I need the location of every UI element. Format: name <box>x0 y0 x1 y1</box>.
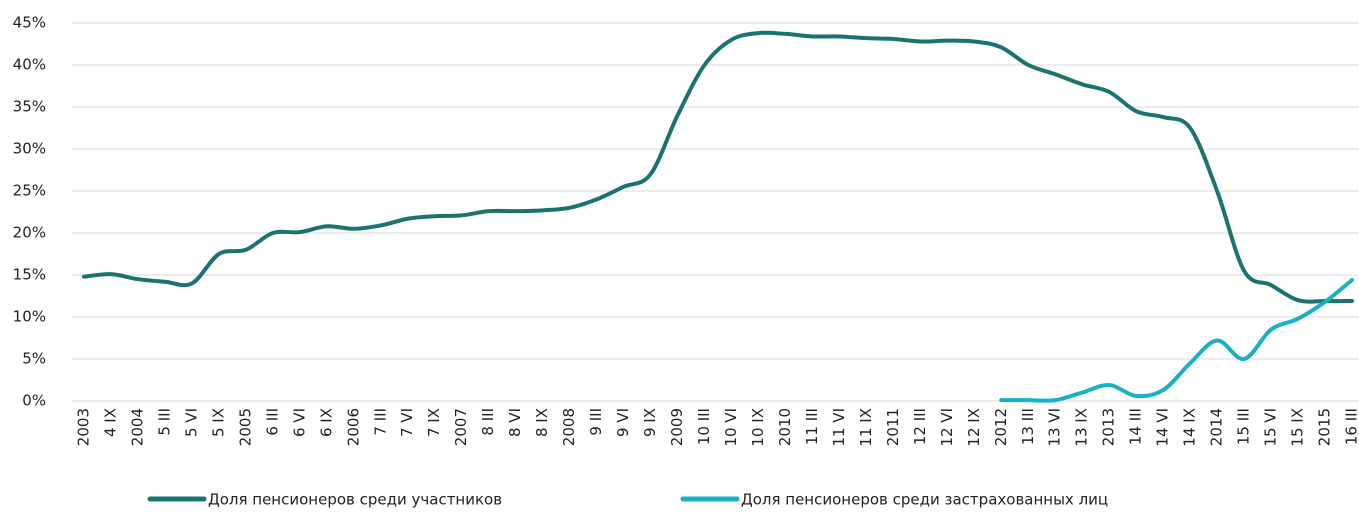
line-series <box>1001 280 1352 401</box>
y-tick-label: 15% <box>13 266 46 284</box>
x-tick-label: 10 VI <box>722 408 740 447</box>
x-tick-label: 6 VI <box>290 408 308 437</box>
x-tick-label: 9 VI <box>614 408 632 437</box>
y-tick-label: 20% <box>13 224 46 242</box>
x-tick-label: 2010 <box>776 408 794 446</box>
x-tick-label: 5 VI <box>182 408 200 437</box>
y-tick-label: 30% <box>13 140 46 158</box>
y-tick-label: 35% <box>13 98 46 116</box>
x-tick-label: 13 IX <box>1073 408 1091 447</box>
x-tick-label: 8 VI <box>506 408 524 437</box>
y-tick-label: 25% <box>13 182 46 200</box>
x-tick-label: 2005 <box>236 408 254 446</box>
x-tick-label: 7 VI <box>398 408 416 437</box>
x-tick-label: 6 IX <box>317 408 335 437</box>
x-tick-label: 9 IX <box>641 408 659 437</box>
y-tick-label: 5% <box>22 350 46 368</box>
x-tick-label: 9 III <box>587 408 605 436</box>
x-tick-label: 2009 <box>668 408 686 446</box>
x-tick-label: 11 III <box>803 408 821 445</box>
x-tick-label: 5 III <box>155 408 173 436</box>
x-tick-label: 2008 <box>560 408 578 446</box>
y-tick-label: 10% <box>13 308 46 326</box>
x-tick-label: 2011 <box>884 408 902 446</box>
x-tick-label: 2003 <box>75 408 93 446</box>
x-tick-label: 7 III <box>371 408 389 436</box>
x-tick-label: 11 IX <box>857 408 875 447</box>
x-tick-label: 11 VI <box>830 408 848 447</box>
y-tick-label: 45% <box>13 14 46 32</box>
legend-label: Доля пенсионеров среди застрахованных ли… <box>741 491 1108 509</box>
line-series <box>84 33 1352 302</box>
y-tick-label: 40% <box>13 56 46 74</box>
x-tick-label: 2015 <box>1316 408 1334 446</box>
x-tick-label: 5 IX <box>209 408 227 437</box>
x-tick-label: 10 III <box>695 408 713 445</box>
x-tick-label: 13 III <box>1019 408 1037 445</box>
x-tick-label: 15 VI <box>1262 408 1280 447</box>
x-tick-label: 2013 <box>1100 408 1118 446</box>
y-tick-label: 0% <box>22 392 46 410</box>
x-tick-label: 15 IX <box>1289 408 1307 447</box>
x-tick-label: 2012 <box>992 408 1010 446</box>
x-tick-label: 13 VI <box>1046 408 1064 447</box>
x-tick-label: 14 III <box>1127 408 1145 445</box>
x-tick-label: 14 VI <box>1154 408 1172 447</box>
x-tick-label: 12 III <box>911 408 929 445</box>
legend-label: Доля пенсионеров среди участников <box>208 491 502 509</box>
x-tick-label: 14 IX <box>1181 408 1199 447</box>
x-tick-label: 4 IX <box>101 408 119 437</box>
x-tick-label: 8 III <box>479 408 497 436</box>
x-tick-label: 12 VI <box>938 408 956 447</box>
x-tick-label: 2006 <box>344 408 362 446</box>
x-tick-label: 2004 <box>128 408 146 446</box>
x-tick-label: 10 IX <box>749 408 767 447</box>
x-tick-label: 8 IX <box>533 408 551 437</box>
x-tick-label: 15 III <box>1235 408 1253 445</box>
x-tick-label: 12 IX <box>965 408 983 447</box>
x-tick-label: 2007 <box>452 408 470 446</box>
x-tick-label: 6 III <box>263 408 281 436</box>
x-tick-label: 2014 <box>1208 408 1226 446</box>
x-tick-label: 16 III <box>1343 408 1359 445</box>
x-tick-label: 7 IX <box>425 408 443 437</box>
